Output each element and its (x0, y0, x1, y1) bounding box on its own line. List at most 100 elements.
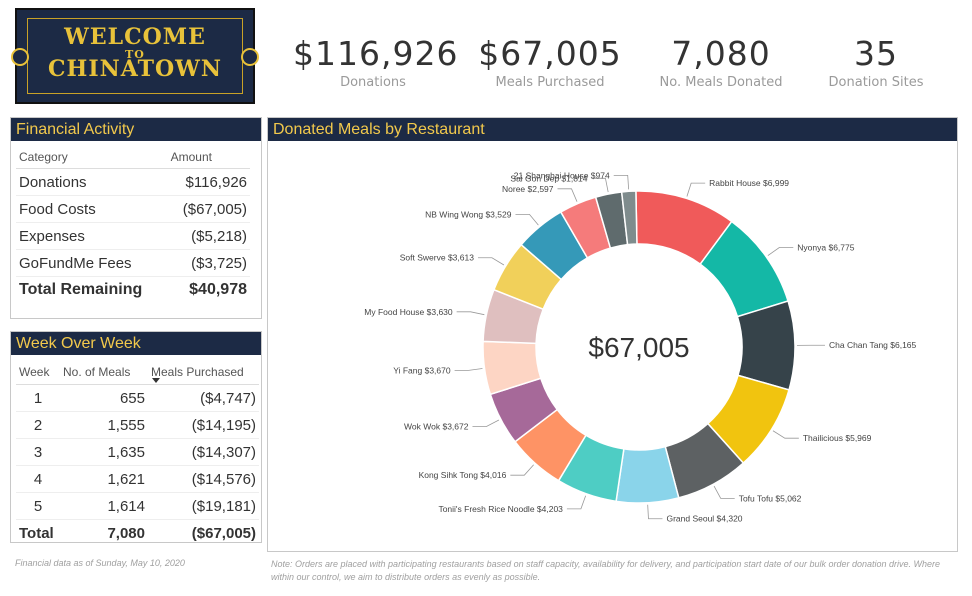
donated-meals-panel: Donated Meals by Restaurant Rabbit House… (267, 117, 958, 552)
slice-label-soft-swerve: Soft Swerve $3,613 (400, 253, 474, 263)
donut-center-total: $67,005 (588, 332, 689, 363)
table-row: Expenses ($5,218) (16, 222, 250, 250)
financial-activity-panel: Financial Activity Category Amount Donat… (10, 117, 262, 319)
slice-label-sai-gon-dep: Sai Gon Dep $1,814 (510, 173, 587, 183)
column-header-category[interactable]: Category (16, 146, 168, 169)
purchased-cell: ($4,747) (148, 384, 259, 412)
kpi-value: 7,080 (671, 34, 771, 73)
slice-label-thailicious: Thailicious $5,969 (803, 433, 872, 443)
chart-title: Donated Meals by Restaurant (268, 118, 957, 141)
welcome-chinatown-logo: WELCOME TO CHINATOWN (11, 8, 259, 104)
slice-label-my-food-house: My Food House $3,630 (364, 307, 453, 317)
column-header-week[interactable]: Week (16, 360, 60, 385)
amount-cell: $116,926 (167, 168, 250, 196)
leader-line-yi-fang (454, 368, 483, 371)
amount-cell: ($67,005) (167, 195, 250, 223)
table-row: Food Costs ($67,005) (16, 195, 250, 223)
leader-line-tofu-tofu (713, 485, 735, 499)
meals-cell: 1,614 (60, 492, 148, 520)
purchased-cell: ($14,307) (148, 438, 259, 466)
kpi-meals-donated: 7,080 No. Meals Donated (650, 34, 792, 90)
orders-note: Note: Orders are placed with participati… (271, 559, 941, 582)
kpi-donations: $116,926 Donations (293, 34, 459, 90)
leader-line-my-food-house (456, 311, 485, 316)
weekly-table: Week No. of Meals Meals Purchased 1 655 … (16, 360, 259, 546)
week-cell: 1 (16, 384, 60, 412)
slice-label-yi-fang: Yi Fang $3,670 (393, 365, 451, 375)
purchased-cell: ($14,195) (148, 411, 259, 439)
logo-overlay-text: TO (125, 48, 145, 61)
category-cell: Donations (16, 168, 168, 196)
week-over-week-panel: Week Over Week Week No. of Meals Meals P… (10, 331, 262, 546)
logo-line-1: WELCOME (64, 24, 206, 50)
slice-label-nb-wing-wong: NB Wing Wong $3,529 (425, 209, 512, 219)
total-purchased: ($67,005) (148, 519, 259, 546)
table-row: 5 1,614 ($19,181) (16, 492, 259, 520)
leader-line-sai-gon-dep (591, 177, 609, 193)
kpi-label: No. Meals Donated (659, 75, 783, 90)
table-row: 4 1,621 ($14,576) (16, 465, 259, 493)
kpi-donation-sites: 35 Donation Sites (820, 34, 932, 90)
kpi-value: $67,005 (478, 34, 622, 73)
week-cell: 4 (16, 465, 60, 493)
table-row: 1 655 ($4,747) (16, 384, 259, 412)
column-header-purchased-label: Meals Purchased (151, 365, 244, 379)
slice-label-noree: Noree $2,597 (502, 184, 554, 194)
leader-line-thailicious (772, 430, 799, 439)
table-row: 3 1,635 ($14,307) (16, 438, 259, 466)
financial-activity-title: Financial Activity (11, 118, 261, 141)
week-cell: 3 (16, 438, 60, 466)
column-header-meals[interactable]: No. of Meals (60, 360, 148, 385)
week-over-week-title: Week Over Week (11, 332, 261, 355)
total-row: Total Remaining $40,978 (16, 277, 250, 304)
leader-line-tonii-s-fresh-rice-noodle (566, 495, 587, 510)
table-row: GoFundMe Fees ($3,725) (16, 249, 250, 277)
category-cell: Food Costs (16, 195, 168, 223)
week-cell: 5 (16, 492, 60, 520)
leader-line-rabbit-house (686, 182, 706, 197)
total-label: Total (16, 519, 60, 546)
table-header-row: Week No. of Meals Meals Purchased (16, 360, 259, 385)
table-row: 2 1,555 ($14,195) (16, 411, 259, 439)
slice-label-21-shanghai-house: 21 Shanghai House $974 (514, 170, 610, 180)
kpi-value: $116,926 (293, 34, 459, 73)
logo-knot-left-icon (11, 48, 29, 66)
kpi-label: Meals Purchased (495, 75, 605, 90)
leader-line-21-shanghai-house (613, 174, 630, 190)
column-header-purchased[interactable]: Meals Purchased (148, 360, 259, 385)
category-cell: GoFundMe Fees (16, 249, 168, 277)
week-cell: 2 (16, 411, 60, 439)
leader-line-grand-seoul (647, 504, 663, 520)
slice-label-nyonya: Nyonya $6,775 (797, 242, 854, 252)
slice-label-wok-wok: Wok Wok $3,672 (404, 422, 469, 432)
logo-line-2: CHINATOWN (48, 56, 222, 82)
leader-line-wok-wok (472, 419, 500, 427)
kpi-label: Donation Sites (828, 75, 924, 90)
donut-slice-cha-chan-tang[interactable] (736, 300, 796, 391)
column-header-amount[interactable]: Amount (167, 146, 250, 169)
total-meals: 7,080 (60, 519, 148, 546)
financial-table: Category Amount Donations $116,926 Food … (16, 146, 250, 303)
donut-chart: Rabbit House $6,999 Nyonya $6,775 Cha Chan… (364, 170, 917, 523)
table-header-row: Category Amount (16, 146, 250, 169)
meals-cell: 1,635 (60, 438, 148, 466)
slice-label-tonii-s-fresh-rice-noodle: Tonii's Fresh Rice Noodle $4,203 (438, 504, 563, 514)
sort-desc-icon[interactable] (152, 378, 160, 384)
leader-line-nb-wing-wong (515, 213, 539, 226)
total-label: Total Remaining (19, 281, 143, 298)
leader-line-nyonya (767, 247, 794, 256)
leader-line-kong-sihk-tong (510, 464, 534, 476)
slice-label-cha-chan-tang: Cha Chan Tang $6,165 (829, 340, 917, 350)
leader-line-soft-swerve (477, 257, 505, 266)
leader-line-noree (557, 188, 578, 202)
table-row: Donations $116,926 (16, 168, 250, 196)
kpi-meals-purchased: $67,005 Meals Purchased (470, 34, 630, 90)
kpi-label: Donations (340, 75, 406, 90)
meals-cell: 1,555 (60, 411, 148, 439)
purchased-cell: ($14,576) (148, 465, 259, 493)
total-row: Total 7,080 ($67,005) (16, 519, 259, 546)
meals-cell: 655 (60, 384, 148, 412)
slice-label-tofu-tofu: Tofu Tofu $5,062 (739, 493, 802, 503)
donut-slice-21-shanghai-house[interactable] (620, 190, 638, 246)
meals-cell: 1,621 (60, 465, 148, 493)
